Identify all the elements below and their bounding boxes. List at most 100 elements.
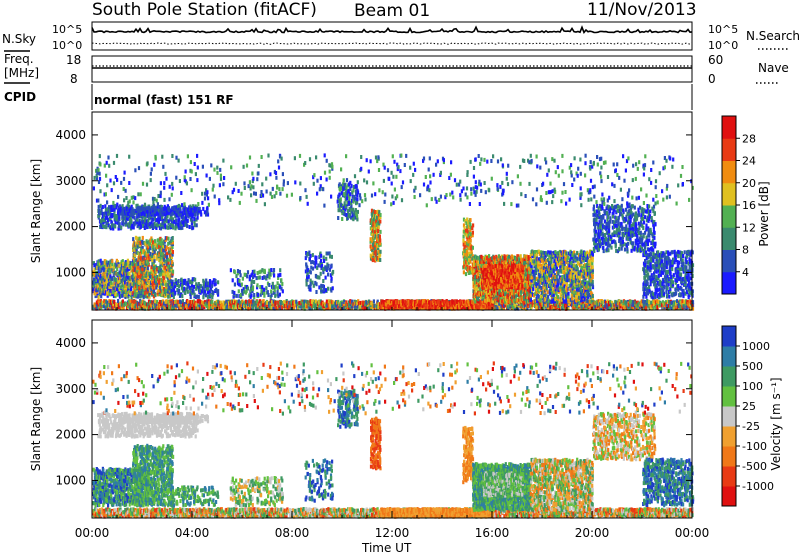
power-echo-cell — [257, 271, 259, 275]
power-echo-cell — [202, 207, 204, 211]
power-echo-cell — [337, 216, 339, 220]
power-echo-cell — [238, 279, 240, 283]
power-echo-cell — [322, 284, 324, 288]
power-echo-cell — [356, 214, 358, 218]
power-echo-cell — [280, 278, 282, 282]
power-echo-cell — [472, 223, 474, 227]
power-echo-cell — [251, 279, 253, 283]
power-echo-cell — [268, 283, 270, 287]
power-echo-cell — [681, 299, 683, 303]
power-echo-cell — [270, 268, 272, 272]
power-echo-cell — [187, 290, 189, 294]
power-echo-cell — [154, 239, 156, 243]
nave-label: Nave — [758, 61, 789, 75]
power-echo-cell — [318, 276, 320, 280]
beam-label: Beam 01 — [354, 1, 430, 21]
power-echo-cell — [271, 293, 273, 297]
power-echo-cell — [154, 293, 156, 297]
power-echo-cell — [161, 238, 163, 242]
power-echo-cell — [100, 204, 102, 208]
power-echo-cell — [259, 276, 261, 280]
power-echo-cell — [172, 236, 174, 240]
power-echo-cell — [195, 282, 197, 286]
power-echo-cell — [246, 274, 248, 278]
power-echo-cell — [214, 279, 216, 283]
nsky-tick-top: 10^5 — [52, 23, 82, 36]
power-echo-cell — [379, 213, 381, 217]
power-echo-cell — [379, 230, 381, 234]
power-echo-cell — [315, 256, 317, 260]
power-echo-cell — [269, 272, 271, 276]
power-echo-cell — [167, 237, 169, 241]
power-echo-cell — [198, 295, 200, 299]
nsky-tick-bottom: 10^0 — [52, 39, 82, 52]
power-echo-cell — [178, 279, 180, 283]
power-echo-cell — [209, 283, 211, 287]
power-echo-cell — [202, 295, 204, 299]
power-echo-cell — [174, 291, 176, 295]
power-echo-cell — [193, 285, 195, 289]
power-echo-cell — [470, 239, 472, 243]
power-echo-cell — [253, 280, 255, 284]
power-echo-cell — [341, 217, 343, 221]
power-echo-cell — [308, 275, 310, 279]
power-echo-cell — [310, 270, 312, 274]
power-echo-cell — [211, 284, 213, 288]
power-echo-cell — [320, 254, 322, 258]
power-echo-cell — [472, 246, 474, 250]
power-echo-cell — [379, 220, 381, 224]
power-echo-cell — [378, 225, 380, 229]
power-echo-cell — [357, 210, 359, 214]
power-echo-cell — [116, 267, 118, 271]
nave-tick-bottom: 0 — [708, 72, 716, 86]
power-echo-cell — [264, 269, 266, 273]
power-echo-cell — [156, 212, 158, 216]
power-echo-cell — [93, 277, 95, 281]
power-echo-cell — [232, 278, 234, 282]
power-echo-cell — [234, 283, 236, 287]
cpid-text: normal (fast) 151 RF — [94, 93, 234, 107]
power-echo-cell — [200, 213, 202, 217]
power-echo-cell — [257, 293, 259, 297]
power-echo-cell — [379, 258, 381, 262]
power-echo-cell — [265, 286, 267, 290]
power-echo-cell — [323, 259, 325, 263]
power-echo-cell — [282, 289, 284, 293]
power-echo-cell — [322, 279, 324, 283]
power-echo-cell — [143, 295, 145, 299]
freq-tick-bottom: 8 — [70, 72, 78, 86]
power-echo-cell — [326, 252, 328, 256]
power-echo-cell — [273, 274, 275, 278]
freq-panel — [92, 56, 692, 82]
power-echo-cell — [194, 278, 196, 282]
power-echo-cell — [462, 239, 464, 243]
power-echo-cell — [463, 270, 465, 274]
power-echo-cell — [186, 224, 188, 228]
nsky-line — [92, 27, 692, 32]
power-echo-cell — [149, 246, 151, 250]
power-echo-cell — [120, 207, 122, 211]
power-echo-cell — [327, 273, 329, 277]
power-echo-cell — [339, 208, 341, 212]
power-echo-cell — [166, 246, 168, 250]
power-echo-cell — [270, 290, 272, 294]
power-echo-cell — [179, 207, 181, 211]
power-echo-cell — [156, 208, 158, 212]
nave-tick-top: 60 — [708, 53, 723, 67]
power-echo-cell — [277, 273, 279, 277]
power-echo-cell — [111, 259, 113, 263]
power-echo-cell — [173, 207, 175, 211]
nsky-right-tick-top: 10^5 — [708, 23, 738, 36]
power-echo-cell — [327, 287, 329, 291]
power-echo-cell — [128, 272, 130, 276]
power-echo-cell — [374, 230, 376, 234]
power-echo-cell — [465, 272, 467, 276]
power-echo-cell — [256, 283, 258, 287]
power-echo-cell — [217, 280, 219, 284]
power-echo-cell — [191, 219, 193, 223]
power-echo-cell — [130, 219, 132, 223]
power-echo-cell — [105, 225, 107, 229]
power-echo-cell — [196, 295, 198, 299]
power-echo-cell — [306, 283, 308, 287]
